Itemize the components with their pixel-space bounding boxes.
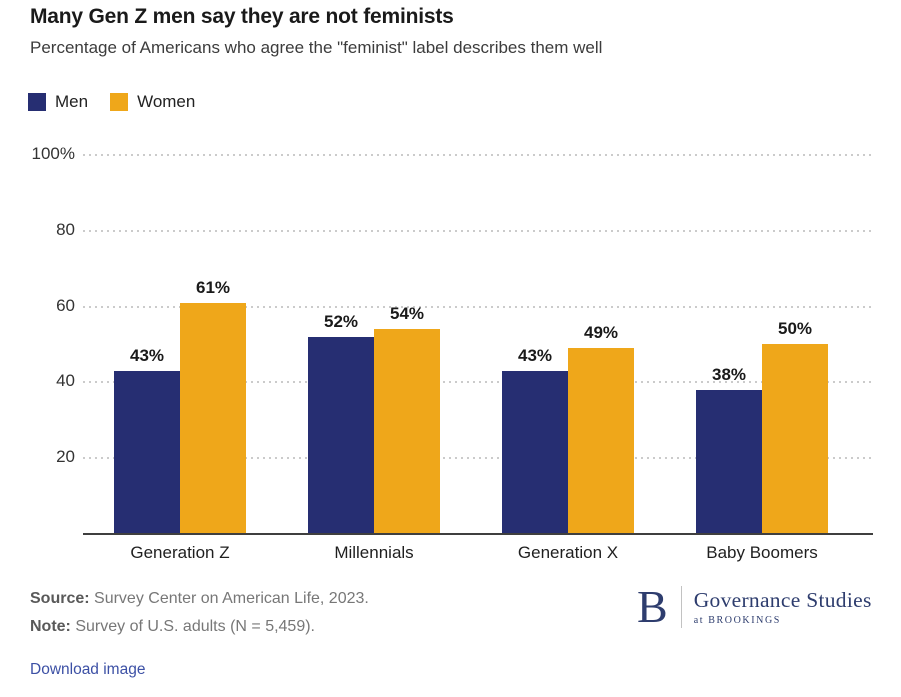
chart-title: Many Gen Z men say they are not feminist… <box>30 5 454 28</box>
gridline-60 <box>83 305 873 308</box>
y-axis-tick-60: 60 <box>56 295 75 315</box>
legend-item-men[interactable]: Men <box>28 92 88 112</box>
x-axis-label-millennials: Millennials <box>334 543 414 562</box>
legend-label-men: Men <box>55 92 89 111</box>
bar-chart: 100% 80 60 40 20 43% 61% Generation Z 52% 54% Mill… <box>0 135 901 575</box>
value-label-women-generation-z: 61% <box>195 278 231 297</box>
x-axis-label-baby-boomers: Baby Boomers <box>706 543 818 562</box>
brookings-b-monogram: B <box>637 581 668 632</box>
value-label-women-millennials: 54% <box>389 304 425 323</box>
x-axis-label-generation-x: Generation X <box>517 543 619 562</box>
note-label: Note: <box>30 618 71 635</box>
bar-women-millennials[interactable] <box>374 329 440 534</box>
value-label-men-baby-boomers: 38% <box>711 365 747 384</box>
bar-men-millennials[interactable] <box>308 337 374 534</box>
source-line: Source: Survey Center on American Life, … <box>30 590 369 608</box>
y-axis-tick-80: 80 <box>56 219 75 239</box>
chart-subtitle: Percentage of Americans who agree the "f… <box>30 38 603 57</box>
bar-women-generation-z[interactable] <box>180 303 246 534</box>
bar-men-baby-boomers[interactable] <box>696 390 762 534</box>
gridline-40 <box>83 381 873 384</box>
brookings-logo: B Governance Studies at BROOKINGS <box>637 581 872 632</box>
value-label-women-generation-x: 49% <box>583 323 619 342</box>
logo-at-brookings: at BROOKINGS <box>693 615 781 626</box>
x-axis-label-generation-z: Generation Z <box>130 543 230 562</box>
gridline-100 <box>83 154 873 156</box>
gridline-80 <box>83 229 873 232</box>
bar-women-baby-boomers[interactable] <box>762 344 828 534</box>
y-axis-tick-20: 20 <box>56 447 75 467</box>
legend: Men Women <box>28 92 195 112</box>
x-axis-line <box>83 533 873 535</box>
value-label-women-baby-boomers: 50% <box>777 319 813 338</box>
gridline-20 <box>83 457 873 460</box>
legend-label-women: Women <box>137 92 196 111</box>
y-axis-tick-40: 40 <box>56 371 75 391</box>
legend-item-women[interactable]: Women <box>110 92 195 112</box>
source-label: Source: <box>30 590 90 607</box>
value-label-men-millennials: 52% <box>323 312 359 331</box>
bar-men-generation-z[interactable] <box>114 371 180 534</box>
note-text: Survey of U.S. adults (N = 5,459). <box>70 618 315 635</box>
women-color-swatch <box>110 93 129 111</box>
y-axis-tick-100: 100% <box>31 144 75 163</box>
value-label-men-generation-x: 43% <box>517 346 553 365</box>
men-color-swatch <box>28 93 46 111</box>
logo-divider <box>680 586 682 628</box>
source-text: Survey Center on American Life, 2023. <box>89 590 369 607</box>
logo-governance-studies: Governance Studies <box>693 588 872 612</box>
bar-women-generation-x[interactable] <box>568 348 634 534</box>
bar-men-generation-x[interactable] <box>502 371 568 534</box>
download-image-link[interactable]: Download image <box>30 661 146 678</box>
note-line: Note: Survey of U.S. adults (N = 5,459). <box>30 618 315 636</box>
value-label-men-generation-z: 43% <box>129 346 165 365</box>
